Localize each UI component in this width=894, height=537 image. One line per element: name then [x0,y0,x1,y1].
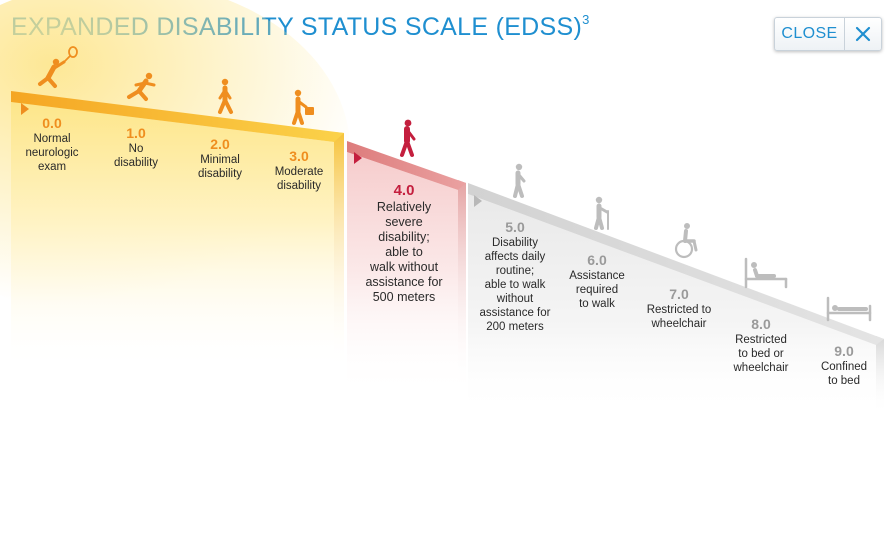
edss-description-line: routine; [495,265,535,277]
edss-description-line: Minimal [200,154,240,166]
edss-level-9-0: 9.0 Confined to bed [794,342,894,388]
edss-description-line: neurologic [25,147,79,159]
close-button[interactable]: CLOSE [774,17,882,51]
close-x-icon[interactable] [845,18,881,50]
close-button-label: CLOSE [781,25,838,42]
edss-level-5-0: 5.0 Disability affects daily routine; able t… [465,218,565,334]
edss-score: 2.0 [210,136,230,152]
edss-score: 0.0 [42,115,62,131]
person-with-bag-icon [292,89,314,125]
edss-level-7-0: 7.0 Restricted to wheelchair [629,285,729,331]
edss-description-line: to walk [579,298,615,310]
edss-score: 7.0 [669,286,689,302]
edss-description-line: wheelchair [651,318,707,330]
slow-walker-icon [513,163,526,198]
edss-description-line: exam [37,161,67,173]
edss-description-line: Disability [491,237,538,249]
edss-description-line: assistance for [479,307,551,319]
edss-score: 8.0 [751,316,771,332]
edss-description-line: Normal [33,133,71,145]
edss-description-line: Confined [820,361,868,373]
edss-description-line: disability; [378,230,430,244]
edss-description-line: affects daily [484,251,546,263]
walker-icon [218,78,233,114]
walking-person-icon [400,119,416,157]
edss-description-line: to bed [828,375,860,387]
runner-icon [127,72,156,101]
edss-level-6-0: 6.0 Assistance required to walk [547,251,647,311]
edss-description-line: disability [197,168,243,180]
edss-score: 1.0 [126,125,146,141]
edss-score: 4.0 [393,182,415,199]
edss-score: 3.0 [289,148,309,164]
edss-description-line: disability [113,157,159,169]
edss-description-line: disability [276,180,322,192]
edss-description-line: Assistance [569,270,625,282]
edss-description-line: Relatively [376,200,432,214]
severe-arrow-icon [474,195,482,207]
edss-description-line: severe [385,215,423,229]
edss-level-3-0: 3.0 Moderate disability [249,147,349,193]
edss-description-line: to bed or [738,348,784,360]
edss-score: 6.0 [587,252,607,268]
edss-description-line: wheelchair [733,362,789,374]
ramp-segment-mild [0,0,350,370]
edss-level-2-0: 2.0 Minimal disability [170,135,270,181]
edss-score: 5.0 [505,219,525,235]
edss-description-line: Moderate [274,166,324,178]
close-button-divider [844,18,845,50]
edss-description-line: 500 meters [372,290,436,304]
edss-description-line: Restricted to [646,304,712,316]
cane-walker-icon [594,196,609,230]
wheelchair-icon [674,223,698,259]
ramp-segment-moderate [347,141,466,395]
edss-description-line: 200 meters [486,321,544,333]
tennis-player-icon [38,46,78,88]
edss-level-1-0: 1.0 No disability [86,124,186,170]
edss-description-line: without [496,293,534,305]
bed-icon [826,296,872,322]
edss-description-line: able to [385,245,423,259]
edss-description-line: able to walk [484,279,546,291]
edss-level-0-0: 0.0 Normal neurologic exam [2,114,102,174]
moderate-arrow-icon [354,152,362,164]
ramp-segment-severe [468,183,884,415]
mild-arrow-icon [21,103,29,115]
edss-description-line: Restricted [735,334,787,346]
person-sitting-in-bed-icon [744,257,788,289]
edss-score: 9.0 [834,343,854,359]
edss-level-8-0: 8.0 Restricted to bed or wheelchair [711,315,811,375]
edss-description-line: No [128,143,144,155]
edss-description-line: walk without [369,260,439,274]
edss-description-line: required [575,284,619,296]
edss-level-4-0: 4.0 Relatively severe disability; able to wal… [354,182,454,305]
page-title-footnote: 3 [582,11,590,27]
edss-description-line: assistance for [365,275,443,289]
